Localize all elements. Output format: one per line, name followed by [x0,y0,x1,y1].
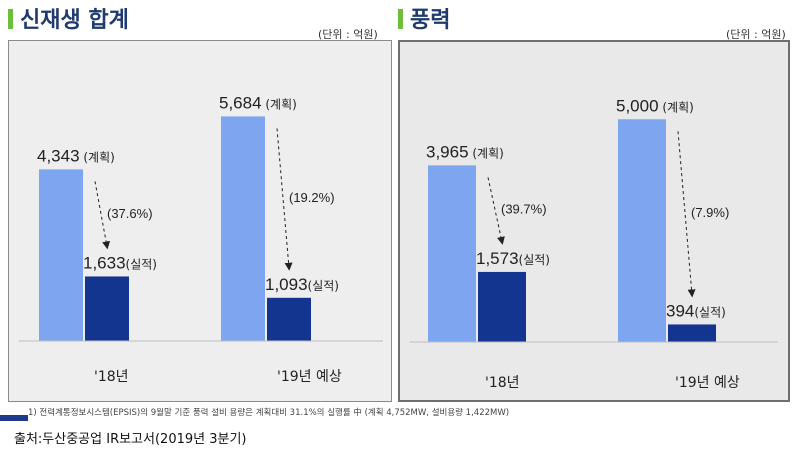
left-chart-svg: 4,343 (계획) 1,633(실적) (37.6%) '18년 5,684 (계획)… [19,93,383,385]
actual-bar [85,276,129,341]
plan-value-label: 5,684 (계획) [219,93,297,112]
category-label: '19년 예상 [675,375,740,391]
ratio-label: (7.9%) [691,205,729,220]
footnote-marker [0,415,28,421]
ratio-label: (39.7%) [501,202,547,217]
actual-value-label: 1,093(실적) [265,275,339,294]
actual-value-label: 1,573(실적) [476,249,550,268]
left-panel-title-text: 신재생 합계 [20,8,129,33]
ratio-arrow [487,177,505,245]
actual-bar [478,271,526,342]
ratio-label: (37.6%) [107,206,153,221]
category-label: '19년 예상 [277,369,342,385]
source-text: 출처:두산중공업 IR보고서(2019년 3분기) [14,432,247,447]
actual-bar [668,324,716,342]
footnote: 1) 전력계통정보시스템(EPSIS)의 9월말 기준 풍력 설비 용량은 계획… [28,408,510,418]
ratio-arrow [276,128,293,271]
right-unit-label: (단위 : 억원) [726,28,786,41]
right-chart-svg: 3,965 (계획) 1,573(실적) (39.7%) '18년 5,000 (계획)… [410,96,778,391]
left-unit-label: (단위 : 억원) [318,28,378,41]
actual-value-label: 394(실적) [666,301,726,320]
left-chart-box: 4,343 (계획) 1,633(실적) (37.6%) '18년 5,684 (계획)… [8,40,392,402]
category-label: '18년 [94,369,129,385]
actual-value-label: 1,633(실적) [83,253,157,272]
ratio-arrow [677,131,696,298]
plan-value-label: 4,343 (계획) [37,146,115,165]
plan-bar [221,116,265,341]
ratio-arrow [94,181,111,250]
actual-bar [267,297,311,341]
plan-bar [39,169,83,341]
plan-value-label: 5,000 (계획) [616,96,694,115]
plan-value-label: 3,965 (계획) [426,142,504,161]
title-accent-bar [398,9,403,29]
plan-bar [618,119,666,342]
left-panel-title: 신재생 합계 [8,6,129,36]
ratio-label: (19.2%) [289,190,335,205]
right-panel-title-text: 풍력 [410,8,451,33]
right-chart-box: 3,965 (계획) 1,573(실적) (39.7%) '18년 5,000 (계획)… [398,40,790,402]
category-label: '18년 [485,375,520,391]
title-accent-bar [8,9,13,29]
plan-bar [428,165,476,342]
right-panel-title: 풍력 [398,6,450,36]
